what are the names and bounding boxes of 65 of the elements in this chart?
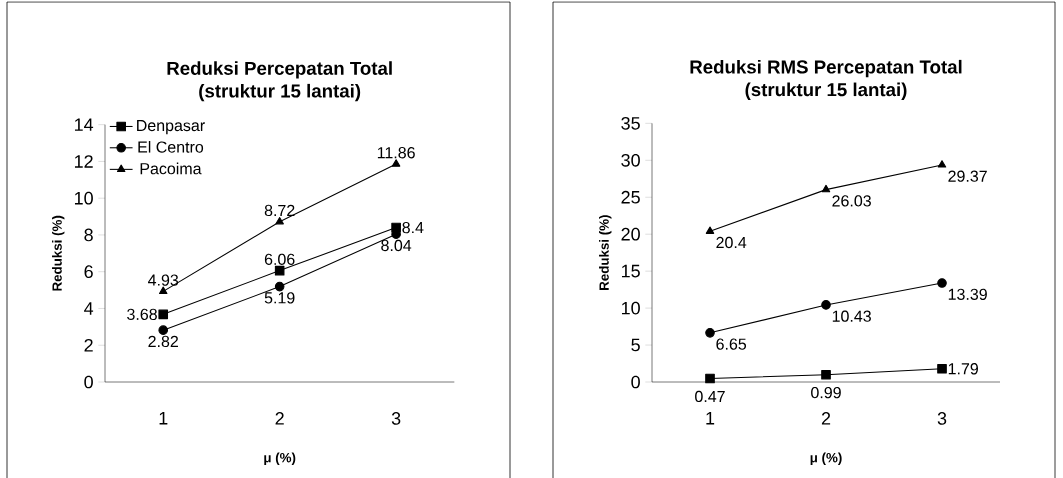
x-axis-title: μ (%) xyxy=(810,452,842,466)
point xyxy=(705,226,715,234)
point xyxy=(705,328,715,338)
legend-label: Pacoima xyxy=(140,162,202,175)
legend-label: El Centro xyxy=(138,140,204,153)
point xyxy=(158,325,169,335)
x-tick-label: 2 xyxy=(821,412,831,425)
point xyxy=(274,281,285,292)
data-label: 0.47 xyxy=(695,390,725,403)
chart-title: Reduksi Percepatan Total (struktur 15 lantai) xyxy=(167,61,392,102)
point xyxy=(158,309,169,320)
point xyxy=(821,369,831,380)
y-tick-label: 20 xyxy=(621,227,640,241)
y-tick-label: 4 xyxy=(84,302,94,315)
point xyxy=(391,159,401,167)
y-tick-label: 2 xyxy=(84,338,93,352)
data-label: 2.82 xyxy=(148,335,178,348)
y-tick-label: 10 xyxy=(74,191,93,205)
data-label: 8.4 xyxy=(402,221,424,234)
x-tick-label: 3 xyxy=(937,412,947,425)
x-tick-label: 1 xyxy=(706,412,715,425)
point xyxy=(158,286,168,295)
point xyxy=(274,265,285,276)
data-label: 29.37 xyxy=(948,170,987,182)
data-label: 6.65 xyxy=(716,338,747,350)
y-tick-label: 25 xyxy=(621,190,640,204)
data-label: 3.68 xyxy=(127,308,157,321)
x-tick-label: 3 xyxy=(391,412,401,425)
y-axis-title: Reduksi (%) xyxy=(52,215,65,291)
y-tick-label: 35 xyxy=(621,116,640,130)
point xyxy=(275,216,284,225)
y-tick-label: 15 xyxy=(621,264,640,278)
x-tick-label: 2 xyxy=(275,412,284,425)
y-tick-label: 6 xyxy=(84,265,93,279)
y-tick-label: 5 xyxy=(631,338,640,352)
data-label: 4.93 xyxy=(148,274,179,286)
point xyxy=(937,278,947,288)
y-tick-label: 10 xyxy=(621,301,640,315)
data-label: 1.79 xyxy=(948,363,978,375)
y-tick-label: 0 xyxy=(84,375,93,389)
data-label: 6.06 xyxy=(264,253,295,265)
point xyxy=(937,363,947,374)
point xyxy=(821,300,831,310)
legend-label: Denpasar xyxy=(137,119,205,135)
y-tick-label: 14 xyxy=(74,118,94,131)
chart-title: Reduksi RMS Percepatan Total (struktur 15 lantai) xyxy=(690,59,962,100)
y-tick-label: 30 xyxy=(621,153,640,167)
point xyxy=(705,373,715,384)
x-axis-title: μ (%) xyxy=(264,452,296,466)
y-tick-label: 0 xyxy=(631,375,640,389)
data-label: 13.39 xyxy=(948,288,987,300)
data-label: 20.4 xyxy=(716,236,747,249)
data-label: 0.99 xyxy=(811,386,841,399)
point xyxy=(821,184,831,193)
y-tick-label: 8 xyxy=(84,228,93,242)
data-label: 10.43 xyxy=(832,310,871,322)
y-tick-label: 12 xyxy=(74,155,93,168)
data-label: 11.86 xyxy=(377,147,415,159)
y-axis-title: Reduksi (%) xyxy=(599,215,612,290)
data-label: 8.72 xyxy=(264,204,295,217)
x-tick-label: 1 xyxy=(159,412,168,425)
point xyxy=(937,160,947,168)
data-label: 5.19 xyxy=(264,292,295,304)
data-label: 8.04 xyxy=(381,239,412,252)
data-label: 26.03 xyxy=(832,195,871,207)
